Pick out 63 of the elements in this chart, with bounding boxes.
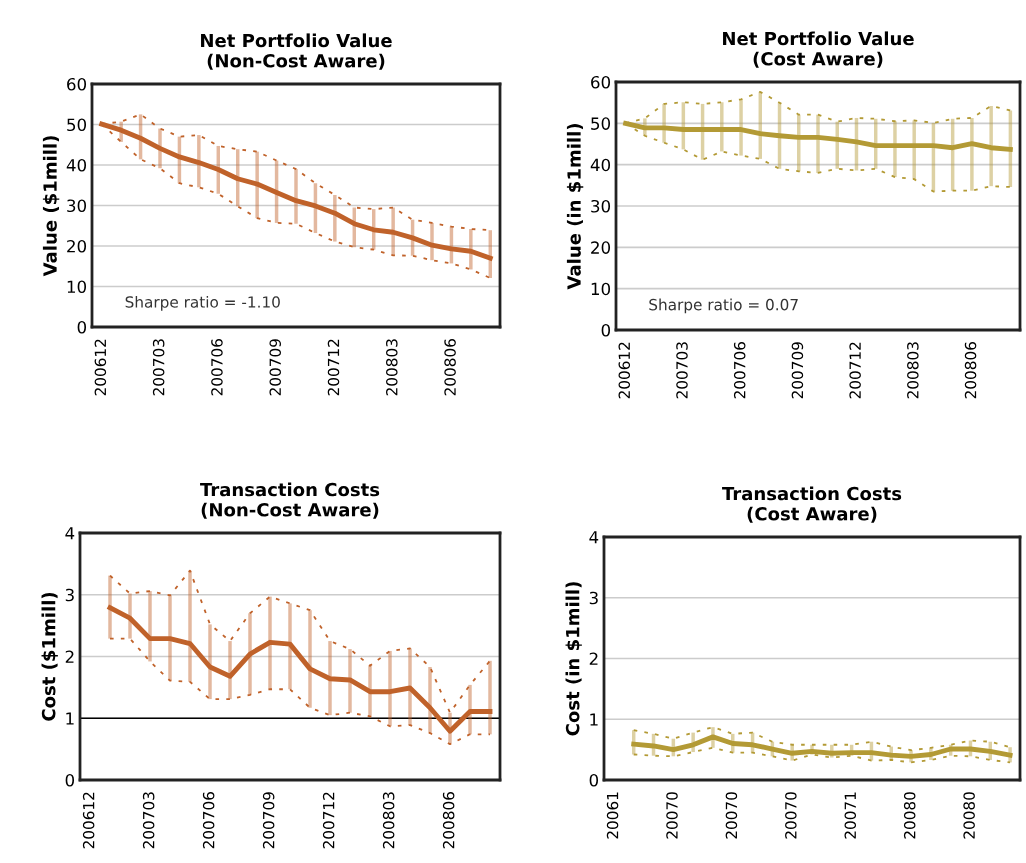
x-tick-label: 200806 — [442, 792, 455, 849]
x-tick-label: 20071 — [844, 792, 857, 839]
x-tick-label: 20080 — [963, 792, 975, 839]
x-tick-label: 200712 — [327, 339, 340, 396]
y-tick-label: 0 — [65, 773, 75, 787]
x-tick-label: 200712 — [322, 792, 335, 849]
y-tick-label: 30 — [591, 199, 611, 213]
x-tick-label: 200706 — [202, 792, 215, 849]
x-tick-label: 20070 — [785, 792, 797, 839]
x-tick-label: 200703 — [152, 339, 165, 396]
x-tick-label: 20080 — [903, 792, 916, 839]
y-axis-title: Cost ($1mill) — [41, 592, 58, 721]
y-tick-label: 4 — [65, 527, 75, 540]
y-tick-label: 50 — [67, 118, 87, 132]
y-tick-label: 2 — [65, 650, 74, 663]
y-tick-label: 0 — [589, 773, 599, 787]
chart-title: Net Portfolio Value (Non-Cost Aware) — [201, 33, 392, 70]
x-tick-label: 200803 — [386, 339, 398, 396]
y-tick-label: 1 — [590, 713, 598, 726]
y-tick-label: 20 — [67, 239, 87, 253]
y-tick-label: 30 — [67, 199, 87, 213]
y-tick-label: 0 — [77, 320, 87, 334]
y-tick-label: 60 — [67, 77, 87, 91]
x-tick-label: 200703 — [142, 792, 155, 849]
x-tick-label: 20070 — [725, 792, 738, 839]
chart-title: Transaction Costs (Cost Aware) — [722, 486, 902, 523]
x-tick-label: 200712 — [849, 342, 861, 399]
y-tick-label: 2 — [589, 652, 598, 665]
x-tick-label: 200612 — [618, 342, 631, 399]
x-tick-label: 200803 — [907, 342, 919, 399]
x-tick-label: 20070 — [666, 792, 678, 839]
y-tick-label: 0 — [601, 323, 611, 337]
x-tick-label: 20061 — [606, 792, 619, 839]
line-series — [107, 605, 493, 734]
y-tick-label: 1 — [66, 712, 74, 725]
x-tick-label: 200706 — [211, 339, 223, 396]
x-tick-label: 200806 — [444, 339, 456, 396]
y-tick-label: 40 — [590, 158, 611, 172]
annotation: Sharpe ratio = -1.10 — [125, 295, 280, 311]
y-axis-title: Value ($1mill) — [42, 136, 60, 277]
chart-title: Net Portfolio Value (Cost Aware) — [723, 31, 914, 68]
x-tick-label: 200612 — [94, 339, 107, 396]
y-axis-title: Value (in $1mill) — [566, 124, 584, 290]
x-tick-label: 200709 — [269, 339, 281, 396]
y-tick-label: 40 — [66, 158, 87, 172]
x-tick-label: 200803 — [382, 792, 395, 849]
y-tick-label: 20 — [591, 241, 611, 254]
y-tick-label: 4 — [589, 531, 599, 544]
x-tick-label: 200612 — [82, 792, 95, 849]
y-tick-label: 10 — [591, 282, 611, 296]
annotation: Sharpe ratio = 0.07 — [649, 298, 798, 314]
y-axis-title: Cost (in $1mill) — [565, 582, 582, 736]
x-tick-label: 200706 — [733, 342, 746, 399]
chart-title: Transaction Costs (Non-Cost Aware) — [200, 482, 380, 519]
x-tick-label: 200709 — [262, 792, 275, 849]
y-tick-label: 3 — [589, 591, 598, 605]
x-tick-label: 200703 — [676, 342, 688, 399]
y-tick-label: 50 — [591, 117, 611, 130]
x-tick-label: 200806 — [964, 342, 977, 399]
y-tick-label: 60 — [591, 75, 611, 89]
y-tick-label: 10 — [67, 280, 87, 294]
x-tick-label: 200709 — [791, 342, 804, 399]
y-tick-label: 3 — [65, 588, 74, 602]
